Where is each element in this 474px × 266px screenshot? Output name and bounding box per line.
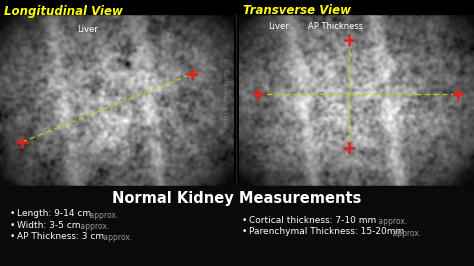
Text: approx.: approx. [101,234,133,243]
Text: approx.: approx. [78,222,109,231]
Text: AP Thickness: 3 cm: AP Thickness: 3 cm [17,232,104,241]
Text: •: • [242,227,247,236]
Bar [0,0,474,14]
Text: Cortical thickness: 7-10 mm: Cortical thickness: 7-10 mm [249,216,376,225]
Text: •: • [10,221,15,230]
Text: Liver: Liver [78,25,99,34]
Text: Transverse View: Transverse View [243,5,351,18]
Text: •: • [10,232,15,241]
Text: Normal Kidney Measurements: Normal Kidney Measurements [112,190,362,206]
Text: AP Thickness: AP Thickness [308,22,363,31]
Text: Length: 9-14 cm: Length: 9-14 cm [17,209,91,218]
Text: •: • [242,216,247,225]
Text: Liver: Liver [268,22,289,31]
Text: Dr. Sam's Imaging Library: Dr. Sam's Imaging Library [222,59,228,131]
Text: Parenchymal Thickness: 15-20mm: Parenchymal Thickness: 15-20mm [249,227,404,236]
Text: approx.: approx. [390,229,421,238]
Text: approx.: approx. [87,210,118,219]
Text: •: • [10,209,15,218]
Text: approx.: approx. [376,218,407,227]
Text: Width: 3-5 cm: Width: 3-5 cm [17,221,81,230]
Bar [0,186,474,266]
Text: Longitudinal View: Longitudinal View [4,5,123,18]
